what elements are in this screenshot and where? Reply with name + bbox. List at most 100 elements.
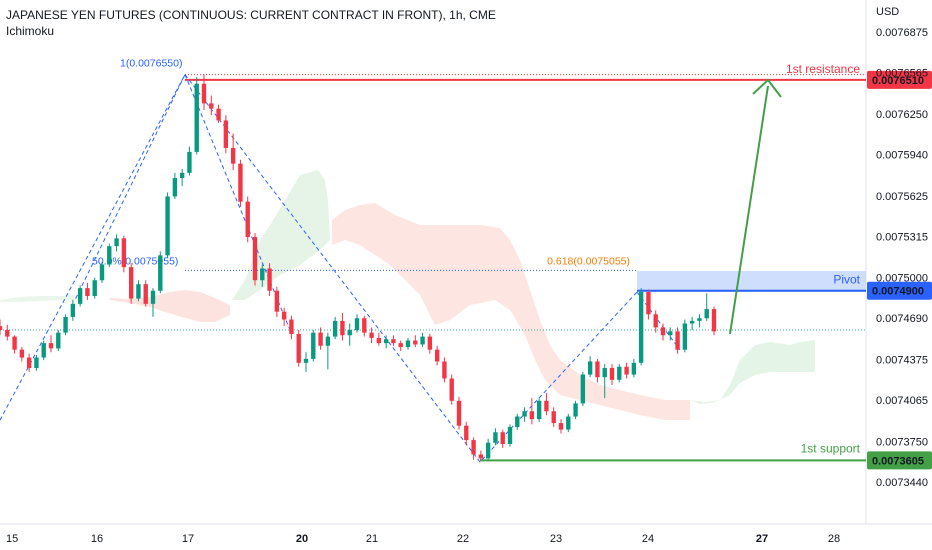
candle-body xyxy=(26,357,32,369)
y-tick-label: 0.0076250 xyxy=(876,109,928,121)
y-tick-label: 0.0073750 xyxy=(876,436,928,448)
candle-body xyxy=(143,284,148,304)
x-tick-label: 28 xyxy=(828,533,840,545)
x-tick-label: 27 xyxy=(756,533,768,545)
x-tick-label: 21 xyxy=(366,533,378,545)
y-tick-label: 0.0076875 xyxy=(876,27,928,39)
level-name: 1st support xyxy=(801,441,861,455)
candle-body xyxy=(638,292,644,363)
candle-body xyxy=(434,349,440,362)
candle-body xyxy=(653,314,658,328)
candle-body xyxy=(500,432,505,445)
candle-body xyxy=(668,331,673,336)
candle-body xyxy=(77,288,83,304)
candle-body xyxy=(34,357,39,369)
y-tick-label: 0.0074065 xyxy=(876,395,928,407)
x-tick-label: 20 xyxy=(296,533,308,545)
candle-body xyxy=(420,336,425,345)
x-tick-label: 16 xyxy=(91,533,103,545)
candle-body xyxy=(391,339,396,344)
y-tick-label: 0.0073440 xyxy=(876,477,928,489)
candle-body xyxy=(631,362,637,375)
candle-body xyxy=(587,361,593,375)
candle-body xyxy=(464,425,469,441)
candle-body xyxy=(318,332,323,346)
y-tick-label: 0.0075940 xyxy=(876,149,928,161)
candle-body xyxy=(427,336,433,350)
y-tick-label: 0.0074690 xyxy=(876,313,928,325)
candle-body xyxy=(70,303,76,317)
candle-body xyxy=(449,378,454,401)
projection-arrow-head xyxy=(752,78,782,98)
candle-body xyxy=(405,340,411,348)
candle-body xyxy=(660,327,666,336)
x-tick-label: 15 xyxy=(6,533,18,545)
cloud-red-main xyxy=(332,203,690,420)
pivot-zone xyxy=(637,271,866,292)
candle-body xyxy=(223,120,229,148)
candle-body xyxy=(369,332,374,338)
candle-body xyxy=(398,343,403,348)
candle-body xyxy=(99,264,105,281)
candle-body xyxy=(194,83,199,152)
candle-body xyxy=(267,268,272,291)
candle-body xyxy=(260,268,265,281)
candle-body xyxy=(602,368,607,378)
candle-body xyxy=(566,416,571,430)
candle-body xyxy=(442,361,447,379)
candle-body xyxy=(48,343,54,349)
candle-body xyxy=(347,330,352,336)
candle-body xyxy=(136,284,141,299)
candle-body xyxy=(325,336,331,346)
projection-arrow-line xyxy=(729,85,769,335)
x-tick-label: 22 xyxy=(457,533,469,545)
candle-body xyxy=(107,246,112,265)
candle-body xyxy=(689,320,695,324)
candle-body xyxy=(311,332,316,359)
candle-body xyxy=(362,318,367,333)
y-tick-label: 0.0074375 xyxy=(876,355,928,367)
x-tick-label: 24 xyxy=(642,533,654,545)
candle-body xyxy=(471,440,476,455)
candle-body xyxy=(617,366,622,380)
candle-body xyxy=(595,361,600,378)
candle-body xyxy=(245,201,250,238)
candle-body xyxy=(711,309,717,332)
price-tag-label: 0.0073605 xyxy=(872,455,924,467)
candle-body xyxy=(551,411,556,424)
candle-body xyxy=(704,309,709,319)
y-tick-label: 0.0075625 xyxy=(876,191,928,203)
candle-body xyxy=(558,423,564,430)
price-tag-label: 0.0074900 xyxy=(872,286,924,298)
candle-body xyxy=(92,280,97,296)
price-tag-bg xyxy=(867,451,932,470)
fib-leg-up xyxy=(0,74,186,421)
candle-body xyxy=(0,326,3,331)
y-tick-label: 0.0075315 xyxy=(876,231,928,243)
candle-body xyxy=(289,319,294,334)
candle-body xyxy=(172,178,178,197)
y-tick-label: 0.0075000 xyxy=(876,273,928,285)
candle-body xyxy=(179,172,185,179)
candle-body xyxy=(252,237,258,281)
candle-body xyxy=(609,368,615,380)
indicator-name: Ichimoku xyxy=(6,24,54,38)
candle-body xyxy=(114,238,119,247)
candle-body xyxy=(150,290,156,304)
candle-body xyxy=(340,320,345,336)
price-tag-bg xyxy=(867,281,932,300)
candle-body xyxy=(12,336,17,350)
currency-label: USD xyxy=(876,6,899,18)
candle-body xyxy=(376,337,382,344)
candle-body xyxy=(522,411,527,417)
fib-label: 50.0%(0.0075055) xyxy=(92,255,178,267)
candle-body xyxy=(230,147,236,164)
cloud-green-left xyxy=(0,295,76,302)
candle-body xyxy=(296,333,301,363)
candle-body xyxy=(507,426,513,445)
candle-body xyxy=(56,332,61,349)
candle-body xyxy=(515,416,520,427)
candle-body xyxy=(697,318,702,321)
